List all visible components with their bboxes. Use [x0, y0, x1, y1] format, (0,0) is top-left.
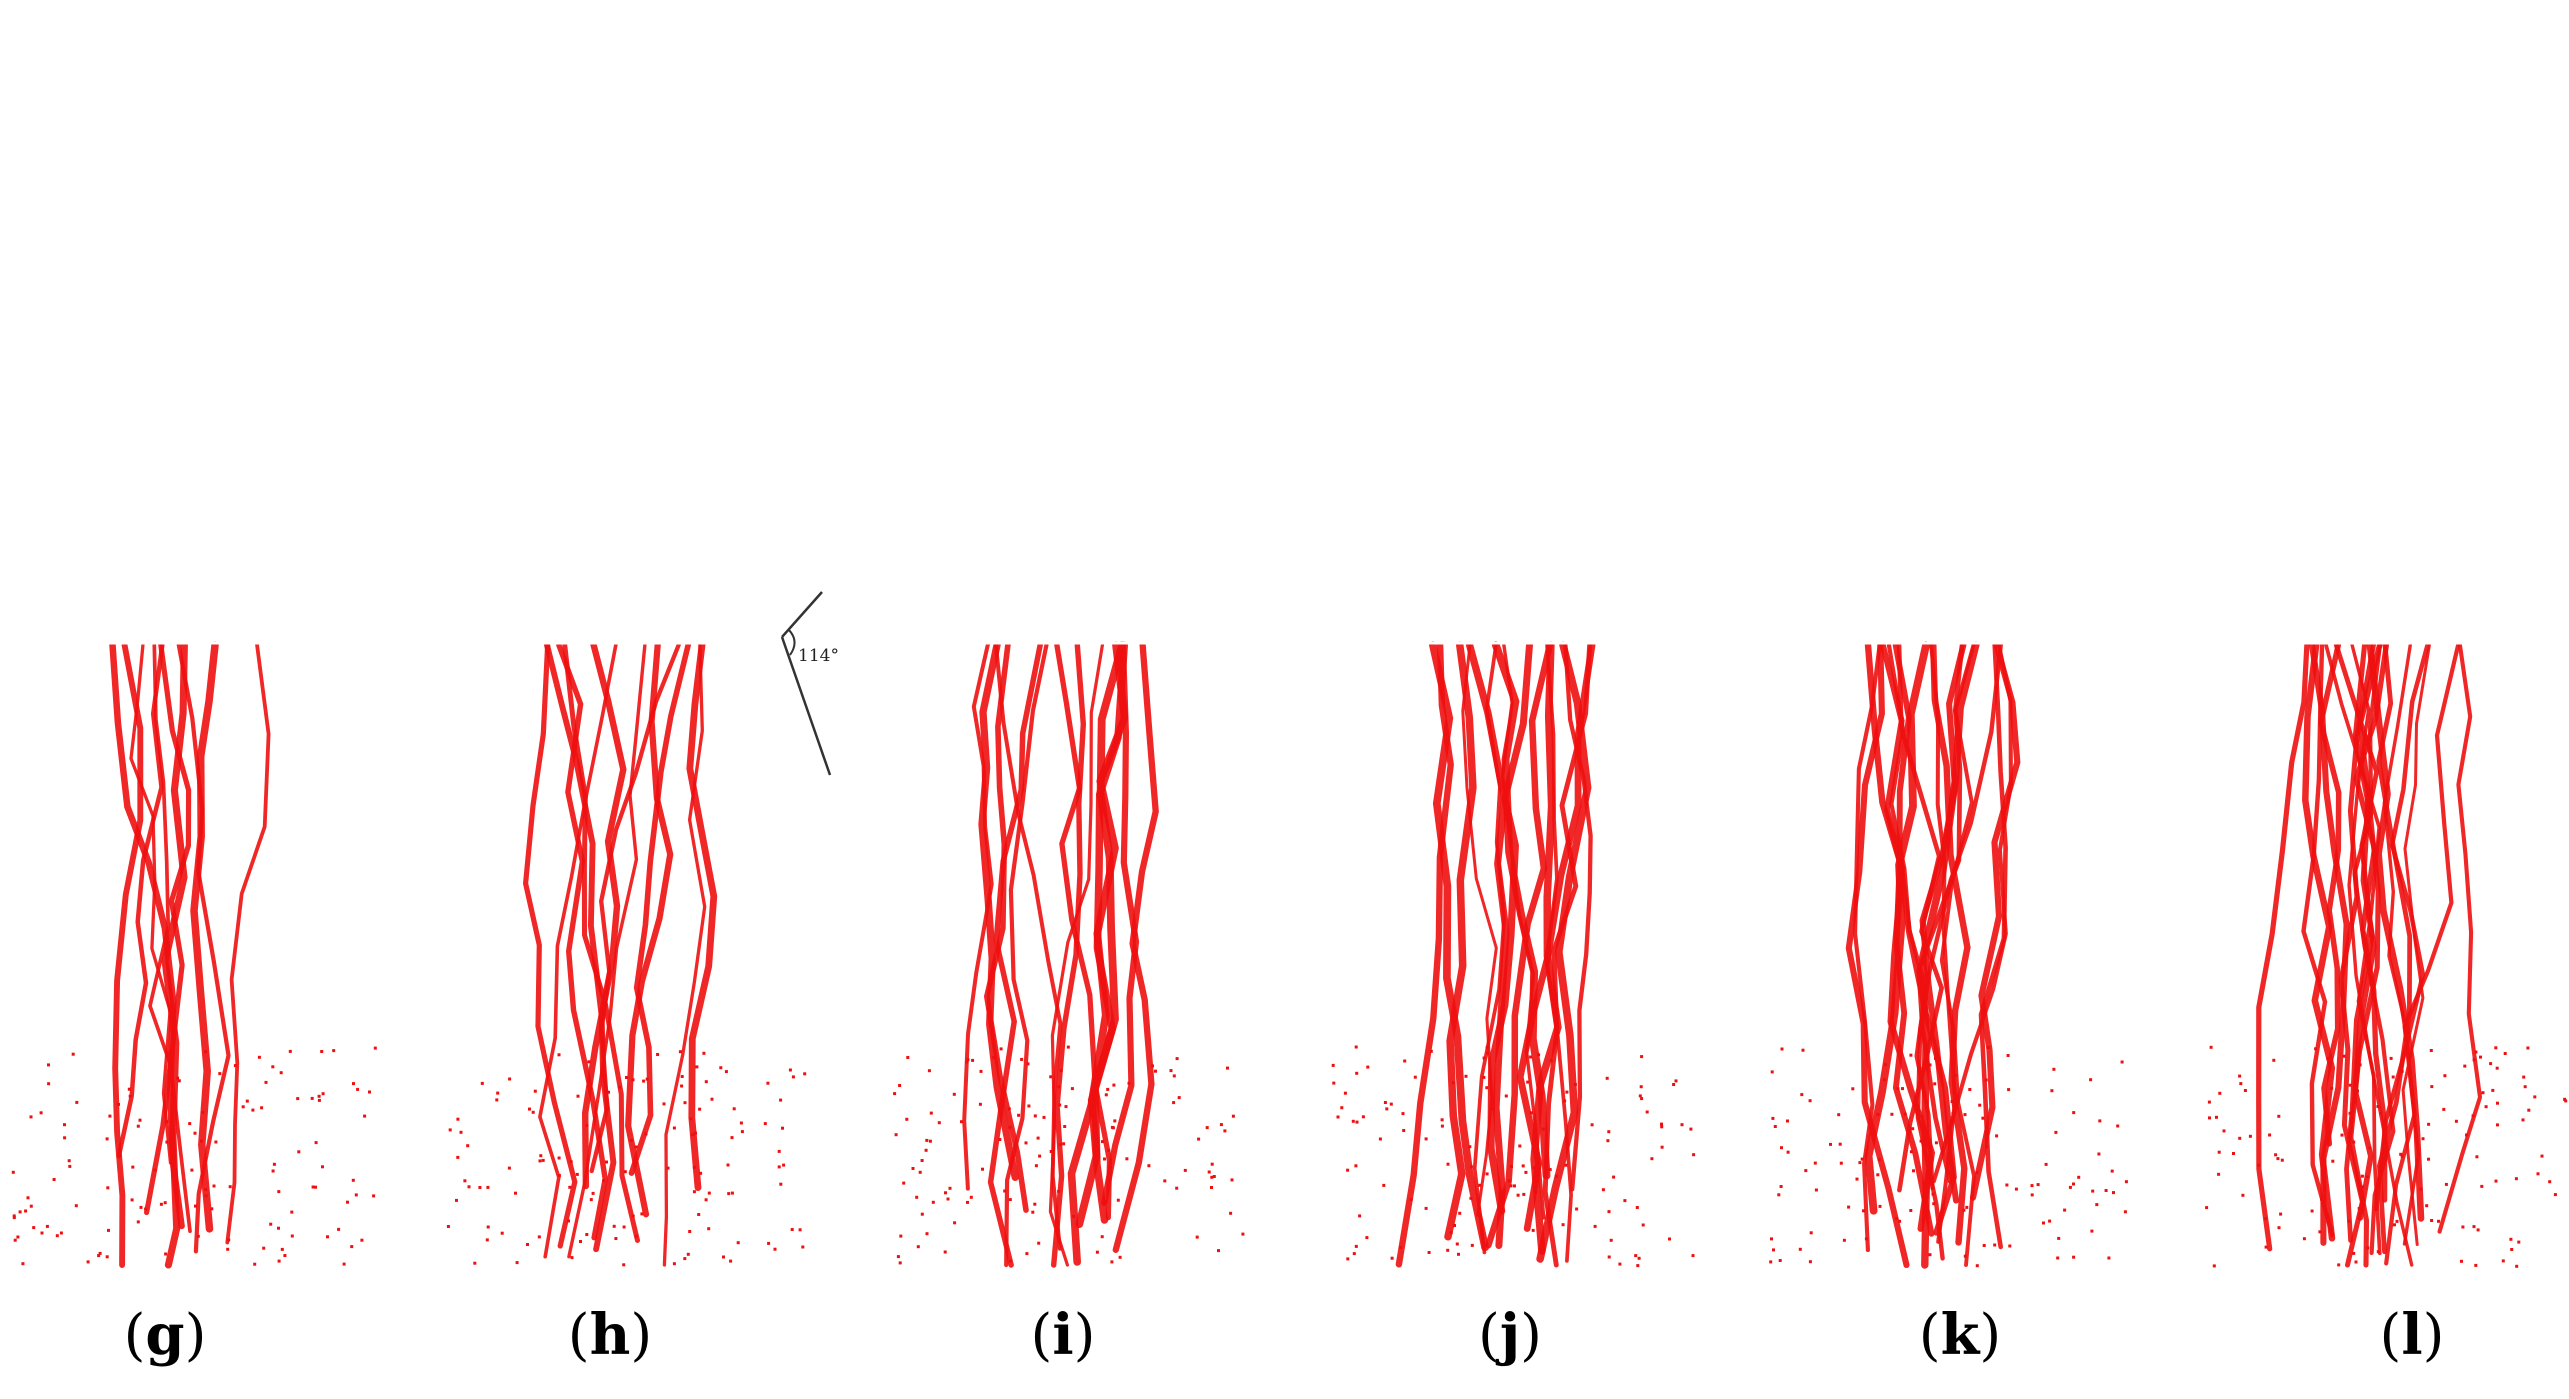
panel-label-j: (j)	[1478, 1302, 1542, 1368]
panel-k	[1769, 25, 2128, 1270]
upper-specimen-l	[2225, 25, 2545, 645]
crack-network-i	[962, 641, 1159, 1268]
lower-specimen-i	[905, 645, 1230, 1270]
crack-network-j	[1395, 641, 1596, 1268]
debris-k	[1769, 1046, 2128, 1268]
lower-specimen-h	[465, 645, 790, 1270]
panel-h: 114°	[446, 25, 839, 1270]
debris-l	[2205, 1045, 2568, 1268]
angle-label: 114°	[798, 646, 839, 666]
panel-l	[2205, 25, 2568, 1270]
lower-specimen-g	[30, 645, 355, 1270]
crack-network-l	[2256, 641, 2483, 1268]
panel-i	[893, 25, 1245, 1270]
panel-g	[11, 25, 377, 1270]
upper-specimen-i	[905, 25, 1230, 645]
crack-network-h	[522, 641, 718, 1267]
crack-network-g	[109, 641, 271, 1269]
upper-specimen-g	[30, 25, 355, 645]
panel-label-k: (k)	[1918, 1302, 2002, 1368]
panels-layer: 114°	[11, 25, 2568, 1270]
upper-specimen-h	[465, 25, 790, 645]
upper-specimen-k	[1785, 25, 2110, 645]
debris-j	[1331, 1045, 1696, 1268]
panel-label-l: (l)	[2379, 1302, 2445, 1368]
angle-annotation: 114°	[780, 591, 839, 776]
upper-specimen-j	[1350, 25, 1675, 645]
panel-j	[1331, 25, 1696, 1270]
panel-label-h: (h)	[567, 1302, 653, 1368]
debris-h	[446, 1050, 807, 1267]
panel-label-i: (i)	[1030, 1302, 1096, 1368]
debris-i	[893, 1045, 1245, 1265]
debris-g	[11, 1046, 377, 1266]
panel-label-g: (g)	[123, 1302, 207, 1368]
